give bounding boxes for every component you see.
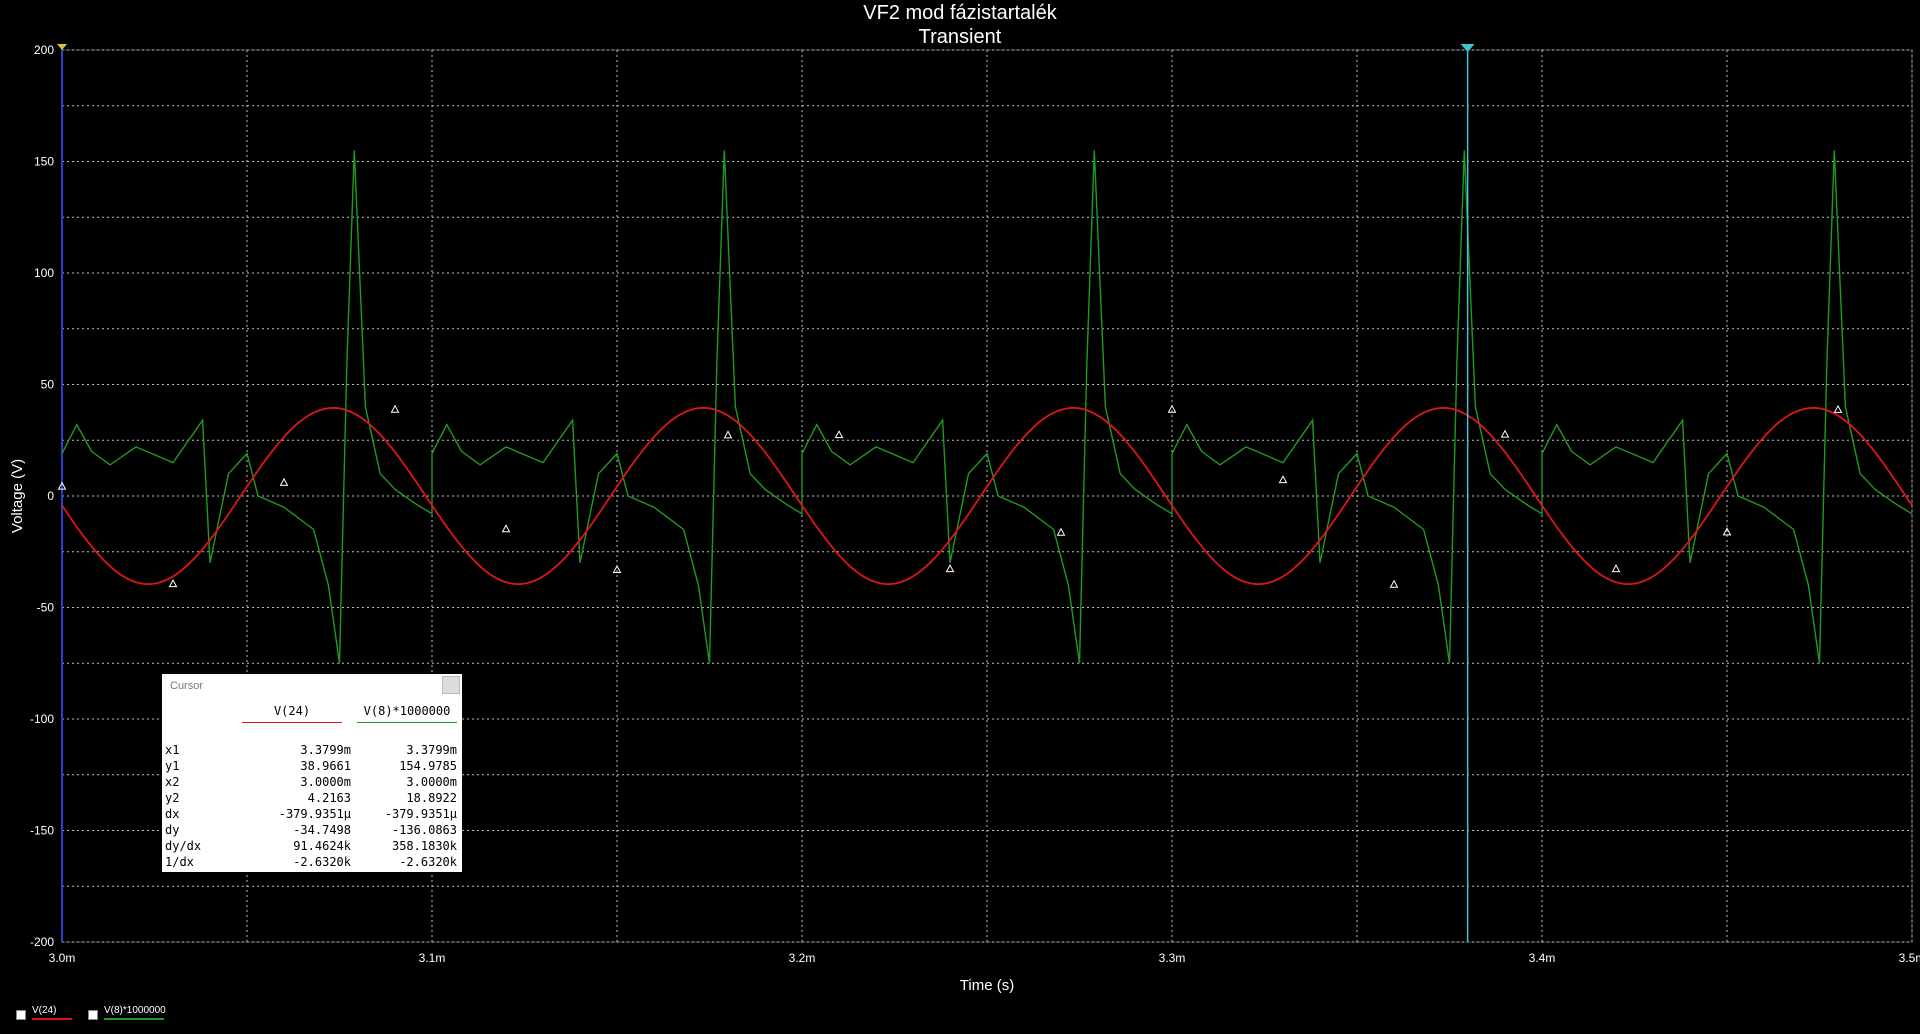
series-marker-v24: [168, 579, 178, 588]
cursor-col-v8-underline: [357, 722, 457, 723]
x-tick-label: 3.2m: [789, 951, 816, 965]
cursor-cell: y1: [165, 759, 180, 773]
cursor-cell: -379.9351µ: [384, 807, 457, 821]
legend: V(24) V(8)*1000000: [6, 1004, 306, 1030]
y-tick-label: -200: [30, 935, 54, 949]
series-marker-v24: [1167, 404, 1177, 413]
x-axis-label: Time (s): [960, 977, 1014, 994]
cursor-cell: 358.1830k: [391, 839, 457, 853]
cursor-row-dx: dx -379.9351µ -379.9351µ: [162, 806, 460, 822]
cursor-row-1-dx: 1/dx -2.6320k -2.6320k: [162, 854, 460, 870]
x-tick-label: 3.0m: [49, 951, 76, 965]
x-tick-label: 3.5m: [1899, 951, 1920, 965]
cursor-cell: 3.0000m: [300, 775, 351, 789]
x-tick-label: 3.1m: [419, 951, 446, 965]
series-marker-v24: [1278, 475, 1288, 484]
cursor-row-dy-dx: dy/dx 91.4624k 358.1830k: [162, 838, 460, 854]
cursor-cell: 3.3799m: [406, 743, 457, 757]
cursor-col-v8: V(8)*1000000: [363, 704, 451, 718]
cursor-cell: dx: [165, 807, 180, 821]
cursor-col-v24: V(24): [273, 704, 311, 718]
y-tick-label: 50: [41, 378, 55, 392]
cursor-row-x2: x2 3.0000m 3.0000m: [162, 774, 460, 790]
cursor-row-y2: y2 4.2163 18.8922: [162, 790, 460, 806]
x-tick-label: 3.3m: [1159, 951, 1186, 965]
cursor-panel[interactable]: Cursor V(24) V(8)*1000000 x1 3.3799m 3.379…: [162, 674, 462, 872]
checkbox-icon[interactable]: [16, 1010, 26, 1020]
cursor-row-x1: x1 3.3799m 3.3799m: [162, 742, 460, 758]
x-tick-label: 3.4m: [1529, 951, 1556, 965]
cursor-cell: 1/dx: [165, 855, 194, 869]
y-tick-label: -50: [37, 601, 55, 615]
series-line-v8: [61, 150, 1913, 664]
cursor-cell: x1: [165, 743, 180, 757]
cursor-cell: 154.9785: [399, 759, 457, 773]
series-marker-v24: [279, 477, 289, 486]
y-tick-label: 0: [47, 489, 54, 503]
cursor-cell: 18.8922: [406, 791, 457, 805]
cursor-cell: 3.3799m: [300, 743, 351, 757]
series-marker-v24: [390, 404, 400, 413]
legend-swatch: [32, 1018, 72, 1020]
reference-cursor-marker: [57, 44, 67, 50]
series-marker-v24: [1833, 404, 1843, 413]
cursor-cell: -2.6320k: [293, 855, 351, 869]
close-icon[interactable]: [442, 676, 460, 694]
measurement-cursor-marker: [1460, 44, 1475, 52]
cursor-cell: -34.7498: [293, 823, 351, 837]
cursor-cell: y2: [165, 791, 180, 805]
series-marker-v24: [612, 564, 622, 574]
y-tick-label: 100: [34, 266, 54, 280]
cursor-cell: 91.4624k: [293, 839, 351, 853]
cursor-cell: dy: [165, 823, 180, 837]
series-marker-v24: [723, 430, 733, 439]
legend-swatch: [104, 1018, 164, 1020]
legend-label: V(24): [32, 1005, 57, 1016]
legend-label: V(8)*1000000: [104, 1005, 166, 1016]
cursor-row-y1: y1 38.9661 154.9785: [162, 758, 460, 774]
checkbox-icon[interactable]: [88, 1010, 98, 1020]
series-marker-v24: [501, 524, 511, 533]
series-marker-v24: [1722, 527, 1732, 536]
series-marker-v24: [1389, 579, 1399, 588]
y-axis-label: Voltage (V): [9, 459, 26, 533]
cursor-panel-title: Cursor: [170, 680, 204, 692]
cursor-cell: 38.9661: [300, 759, 351, 773]
series-marker-v24: [1611, 564, 1621, 573]
cursor-cell: -2.6320k: [399, 855, 457, 869]
cursor-cell: -136.0863: [391, 823, 457, 837]
cursor-cell: x2: [165, 775, 180, 789]
cursor-cell: 4.2163: [307, 791, 351, 805]
cursor-cell: 3.0000m: [406, 775, 457, 789]
cursor-cell: -379.9351µ: [278, 807, 351, 821]
series-line-v24: [61, 406, 1913, 586]
chart-subtitle: Transient: [918, 26, 1002, 48]
y-tick-label: 150: [34, 155, 54, 169]
chart-title: VF2 mod fázistartalék: [863, 2, 1057, 24]
cursor-col-v24-underline: [242, 722, 342, 723]
y-tick-label: -100: [30, 712, 54, 726]
series-marker-v24: [57, 481, 67, 490]
y-tick-label: -150: [30, 824, 54, 838]
series-marker-v24: [1056, 527, 1066, 536]
cursor-row-dy: dy -34.7498 -136.0863: [162, 822, 460, 838]
series-marker-v24: [945, 564, 955, 573]
series-marker-v24: [834, 430, 844, 439]
series-marker-v24: [1500, 429, 1510, 438]
y-tick-label: 200: [34, 43, 54, 57]
cursor-cell: dy/dx: [165, 839, 202, 853]
cursor-values-table: x1 3.3799m 3.3799m y1 38.9661 154.9785 x2 3.000…: [162, 742, 460, 870]
